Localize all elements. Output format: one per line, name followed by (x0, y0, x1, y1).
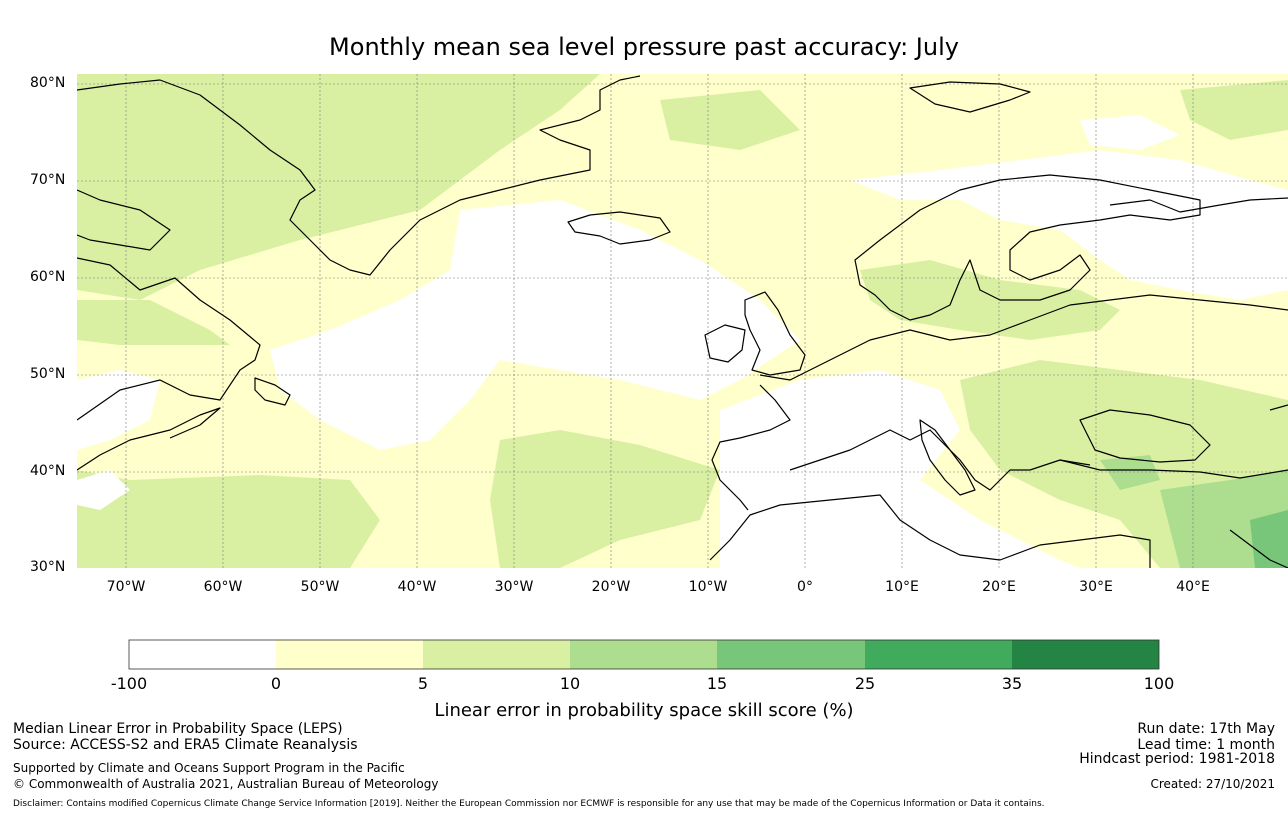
anatolia-coast (1059, 459, 1288, 479)
italy-coast (919, 419, 976, 496)
lon-label: 10°W (688, 579, 728, 595)
iceland-coast (567, 211, 671, 245)
colorbar-tick-label: 35 (1001, 674, 1023, 693)
lead-time-text: Lead time: 1 month (1137, 737, 1275, 753)
colorbar-tick-label: 100 (1143, 674, 1175, 693)
colorbar-swatch (717, 640, 865, 669)
colorbar-tick-label: -100 (110, 674, 148, 693)
svalbard-coast (909, 81, 1031, 113)
lon-label: 20°E (982, 579, 1016, 595)
lon-label: 0° (797, 579, 813, 595)
lon-label: 30°E (1079, 579, 1113, 595)
baffin-coast (77, 189, 171, 251)
lon-label: 40°E (1176, 579, 1210, 595)
ireland-coast (704, 324, 746, 363)
continental-europe-coast (759, 294, 1288, 381)
arctic-russia-coast (1109, 197, 1288, 213)
coastlines (77, 75, 1288, 568)
lon-label: 30°W (494, 579, 534, 595)
lat-label: 50°N (30, 366, 66, 382)
skill-15-25-regions (1250, 510, 1288, 568)
skill-field (77, 74, 1288, 568)
lat-label: 60°N (30, 269, 66, 285)
lat-label: 30°N (30, 559, 66, 575)
newfoundland-coast (254, 377, 291, 406)
colorbar-title: Linear error in probability space skill … (434, 700, 854, 721)
levant-coast (1229, 529, 1288, 568)
colorbar-swatch (1012, 640, 1159, 669)
graticule (77, 74, 1288, 568)
created-text: Created: 27/10/2021 (1150, 777, 1275, 791)
labrador-coast (77, 257, 261, 421)
britain-coast (744, 291, 806, 376)
copyright-text: © Commonwealth of Australia 2021, Austra… (13, 777, 439, 791)
colorbar-tick-label: 5 (417, 674, 429, 693)
colorbar-tick-label: 25 (854, 674, 876, 693)
source-text: Source: ACCESS-S2 and ERA5 Climate Reana… (13, 737, 358, 753)
skill-negative-regions (77, 115, 1288, 568)
north-africa-coast (709, 494, 1151, 568)
lon-label: 70°W (106, 579, 146, 595)
colorbar-tick-label: 15 (706, 674, 728, 693)
greenland-coast (77, 75, 641, 276)
run-date-text: Run date: 17th May (1137, 721, 1275, 737)
lat-label: 80°N (30, 75, 66, 91)
colorbar-swatch (570, 640, 717, 669)
map-title: Monthly mean sea level pressure past acc… (329, 33, 959, 61)
lon-label: 60°W (203, 579, 243, 595)
colorbar-swatch (129, 640, 276, 669)
colorbar-swatch (423, 640, 570, 669)
method-text: Median Linear Error in Probability Space… (13, 721, 343, 737)
colorbar-outline (128, 639, 1160, 670)
colorbar-swatch (276, 640, 423, 669)
colorbar (128, 639, 1160, 670)
colorbar-swatch (865, 640, 1012, 669)
nova-scotia-coast (77, 407, 221, 471)
lon-label: 10°E (885, 579, 919, 595)
support-text: Supported by Climate and Oceans Support … (13, 761, 405, 775)
hindcast-text: Hindcast period: 1981-2018 (1079, 751, 1275, 767)
colorbar-tick-label: 10 (559, 674, 581, 693)
lat-label: 70°N (30, 172, 66, 188)
colorbar-tick-label: 0 (270, 674, 282, 693)
scandinavia-coast (854, 174, 1201, 321)
black-sea-coast (1079, 409, 1211, 463)
caspian-coast (1269, 404, 1288, 411)
lon-label: 40°W (397, 579, 437, 595)
disclaimer-text: Disclaimer: Contains modified Copernicus… (13, 799, 1045, 809)
bay-of-biscay-coast (711, 384, 791, 511)
lat-label: 40°N (30, 463, 66, 479)
lon-label: 20°W (591, 579, 631, 595)
lon-label: 50°W (300, 579, 340, 595)
